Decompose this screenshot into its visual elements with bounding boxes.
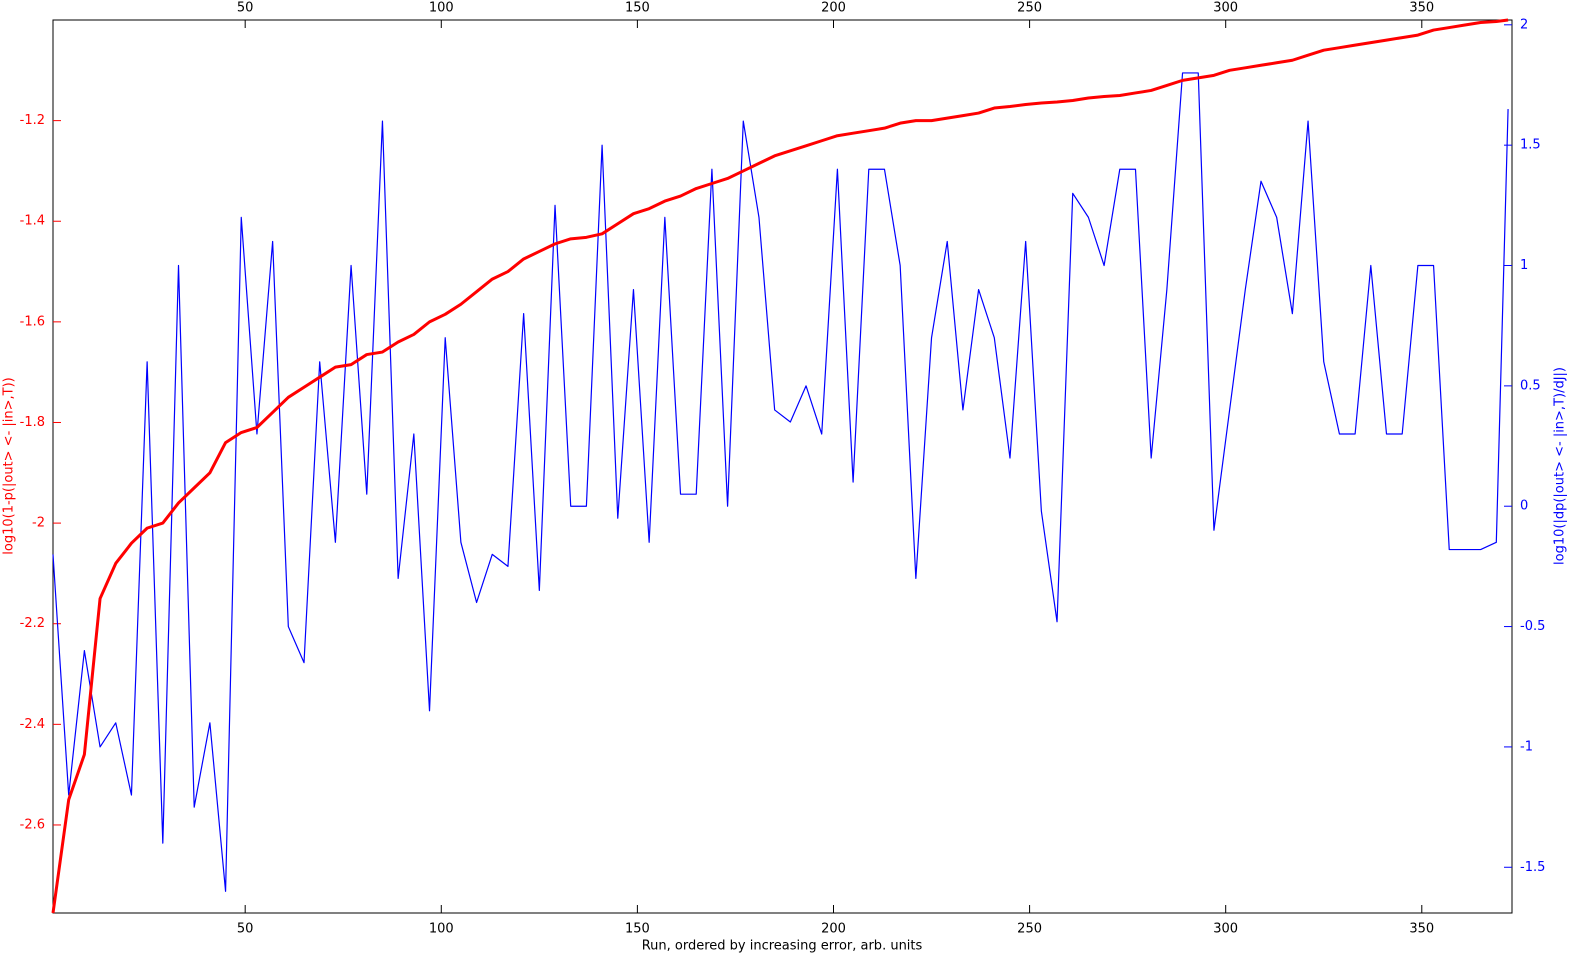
x-tick-label-top: 150	[625, 1, 650, 16]
y-tick-label: -1.8	[20, 415, 45, 430]
y-tick-label: -1.2	[20, 113, 45, 128]
x-tick-label: 150	[625, 922, 650, 937]
y2-tick-label: 1	[1520, 258, 1528, 273]
x-tick-label: 200	[821, 922, 846, 937]
x-tick-label-top: 100	[429, 1, 454, 16]
y-tick-label: -1.4	[20, 214, 45, 229]
x-tick-label-top: 200	[821, 1, 846, 16]
x-axis-label: Run, ordered by increasing error, arb. u…	[642, 939, 923, 954]
y-tick-label: -2	[32, 516, 45, 531]
y2-axis-label: log10(|dp(|out> <- |in>,T)/dJ|)	[1553, 367, 1568, 565]
y2-tick-label: 0	[1520, 499, 1528, 514]
y-tick-label: -2.2	[20, 616, 45, 631]
y-tick-label: -2.6	[20, 817, 45, 832]
x-tick-label: 350	[1409, 922, 1434, 937]
x-tick-label-top: 350	[1409, 1, 1434, 16]
x-tick-label-top: 250	[1017, 1, 1042, 16]
y2-tick-label: -0.5	[1520, 619, 1545, 634]
x-tick-label: 250	[1017, 922, 1042, 937]
x-tick-label-top: 50	[237, 1, 254, 16]
x-tick-label: 50	[237, 922, 254, 937]
y-axis-label: log10(1-p(|out> <- |in>,T))	[2, 377, 17, 554]
x-tick-label-top: 300	[1213, 1, 1238, 16]
y2-tick-label: 2	[1520, 17, 1528, 32]
y2-tick-label: -1	[1520, 739, 1533, 754]
y2-tick-label: -1.5	[1520, 860, 1545, 875]
y-tick-label: -1.6	[20, 314, 45, 329]
y-tick-label: -2.4	[20, 717, 45, 732]
x-tick-label: 100	[429, 922, 454, 937]
y2-tick-label: 1.5	[1520, 138, 1541, 153]
line-series	[52, 72, 1509, 892]
plot-frame	[52, 19, 1513, 914]
line-series	[51, 18, 1509, 914]
y2-tick-label: 0.5	[1520, 378, 1541, 393]
x-tick-label: 300	[1213, 922, 1238, 937]
